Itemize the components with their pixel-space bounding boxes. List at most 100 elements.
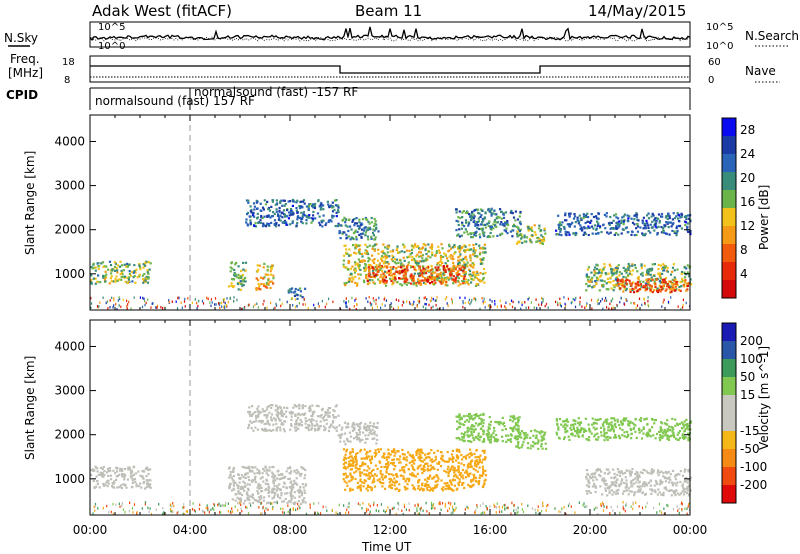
scatter-cell bbox=[479, 215, 482, 219]
scatter-cell bbox=[298, 404, 301, 407]
ground-scatter-cell bbox=[122, 298, 124, 302]
scatter-cell bbox=[329, 219, 332, 222]
scatter-cell bbox=[131, 270, 134, 274]
scatter-cell bbox=[403, 245, 406, 248]
scatter-cell bbox=[266, 200, 269, 203]
scatter-cell bbox=[289, 481, 292, 484]
scatter-cell bbox=[426, 469, 429, 472]
scatter-cell bbox=[384, 475, 387, 478]
scatter-cell bbox=[479, 251, 482, 254]
scatter-cell bbox=[592, 227, 595, 230]
scatter-cell bbox=[246, 211, 250, 214]
ground-scatter-cell bbox=[313, 303, 315, 307]
scatter-cell bbox=[273, 494, 276, 497]
scatter-cell bbox=[678, 288, 681, 292]
scatter-cell bbox=[473, 276, 477, 279]
scatter-cell bbox=[673, 269, 676, 272]
scatter-cell bbox=[453, 245, 457, 248]
scatter-cell bbox=[368, 272, 371, 275]
scatter-cell bbox=[368, 264, 372, 267]
scatter-cell bbox=[674, 278, 677, 281]
scatter-cell bbox=[358, 265, 361, 268]
scatter-cell bbox=[664, 265, 667, 268]
scatter-cell bbox=[346, 225, 349, 228]
ground-scatter-cell bbox=[677, 305, 679, 308]
scatter-cell bbox=[454, 268, 457, 271]
scatter-cell bbox=[271, 471, 274, 474]
scatter-cell bbox=[232, 479, 235, 482]
scatter-cell bbox=[278, 210, 281, 213]
scatter-cell bbox=[627, 217, 630, 220]
scatter-cell bbox=[654, 489, 657, 492]
scatter-cell bbox=[300, 211, 303, 214]
scatter-cell bbox=[533, 224, 536, 227]
scatter-cell bbox=[473, 215, 476, 218]
scatter-cell bbox=[680, 215, 683, 218]
scatter-cell bbox=[96, 470, 99, 473]
scatter-cell bbox=[376, 422, 379, 425]
scatter-cell bbox=[426, 452, 429, 455]
scatter-cell bbox=[376, 273, 379, 276]
scatter-cell bbox=[296, 211, 299, 214]
ground-scatter-cell bbox=[555, 300, 557, 304]
scatter-cell bbox=[520, 237, 523, 240]
scatter-cell bbox=[295, 201, 298, 204]
y-tick-label: 2000 bbox=[54, 223, 85, 237]
scatter-cell bbox=[275, 489, 278, 492]
scatter-cell bbox=[93, 486, 96, 489]
scatter-cell bbox=[135, 483, 138, 486]
ground-scatter-cell bbox=[605, 296, 607, 300]
scatter-cell bbox=[650, 268, 653, 272]
scatter-cell bbox=[467, 475, 470, 478]
scatter-cell bbox=[435, 474, 438, 477]
scatter-cell bbox=[609, 227, 612, 230]
scatter-cell bbox=[455, 475, 458, 478]
scatter-cell bbox=[593, 485, 596, 488]
ground-scatter-cell bbox=[256, 302, 258, 305]
scatter-cell bbox=[411, 276, 414, 279]
beam-title: Beam 11 bbox=[355, 2, 422, 20]
scatter-cell bbox=[644, 232, 647, 235]
scatter-cell bbox=[371, 231, 375, 234]
scatter-cell bbox=[564, 212, 567, 215]
scatter-cell bbox=[481, 262, 484, 265]
scatter-cell bbox=[462, 277, 466, 280]
scatter-cell bbox=[354, 229, 357, 232]
scatter-cell bbox=[296, 199, 299, 202]
scatter-cell bbox=[636, 230, 639, 233]
colorbar-segment bbox=[722, 262, 736, 281]
ground-scatter-cell bbox=[120, 305, 122, 309]
scatter-cell bbox=[243, 482, 246, 485]
scatter-cell bbox=[605, 273, 608, 276]
scatter-cell bbox=[272, 423, 275, 426]
scatter-cell bbox=[420, 273, 423, 276]
scatter-cell bbox=[533, 231, 536, 234]
ground-scatter-cell bbox=[570, 301, 572, 305]
scatter-cell bbox=[467, 221, 470, 224]
scatter-cell bbox=[372, 425, 375, 428]
scatter-cell bbox=[464, 245, 467, 248]
scatter-cell bbox=[354, 243, 357, 246]
cpid-mode-2: normalsound (fast) -157 RF bbox=[194, 85, 358, 99]
scatter-cell bbox=[383, 487, 387, 490]
scatter-cell bbox=[683, 470, 686, 473]
scatter-cell bbox=[672, 212, 675, 215]
scatter-cell bbox=[387, 461, 390, 464]
colorbar-segment bbox=[722, 208, 736, 227]
scatter-cell bbox=[323, 419, 326, 422]
scatter-cell bbox=[469, 472, 472, 475]
scatter-cell bbox=[109, 264, 113, 267]
scatter-cell bbox=[397, 450, 400, 453]
scatter-cell bbox=[384, 246, 387, 249]
scatter-cell bbox=[411, 256, 414, 259]
scatter-cell bbox=[359, 448, 363, 452]
scatter-cell bbox=[534, 233, 537, 236]
scatter-cell bbox=[373, 225, 376, 228]
scatter-cell bbox=[374, 243, 377, 246]
scatter-cell bbox=[658, 221, 661, 224]
scatter-cell bbox=[282, 476, 285, 479]
scatter-cell bbox=[460, 267, 463, 270]
scatter-cell bbox=[123, 475, 126, 478]
scatter-cell bbox=[413, 459, 416, 462]
scatter-cell bbox=[304, 422, 307, 425]
